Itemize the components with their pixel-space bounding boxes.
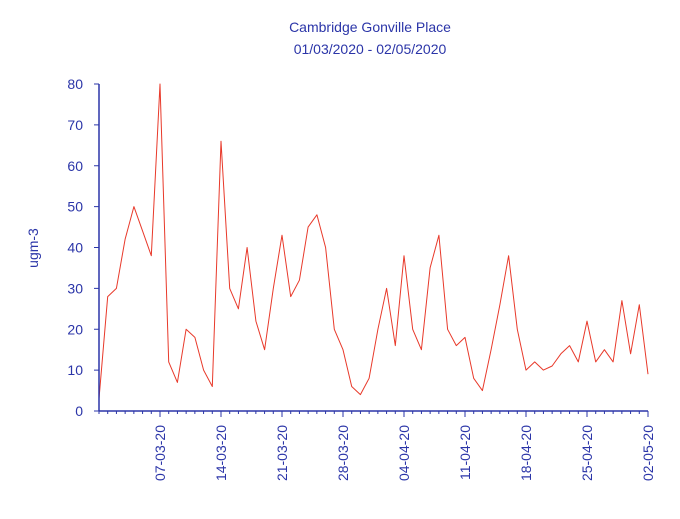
x-tick-label: 04-04-20 xyxy=(396,425,412,481)
y-tick-label: 60 xyxy=(67,158,83,174)
x-tick-label: 21-03-20 xyxy=(274,425,290,481)
y-tick-label: 20 xyxy=(67,321,83,337)
x-tick-label: 11-04-20 xyxy=(457,425,473,480)
y-axis-label: ugm-3 xyxy=(25,228,41,268)
y-tick-label: 80 xyxy=(67,76,83,92)
y-tick-label: 50 xyxy=(67,199,83,215)
y-tick-label: 10 xyxy=(67,362,83,378)
y-tick-label: 70 xyxy=(67,117,83,133)
series-line xyxy=(99,84,648,399)
x-tick-label: 28-03-20 xyxy=(335,425,351,481)
x-tick-label: 07-03-20 xyxy=(152,425,168,481)
y-tick-label: 40 xyxy=(67,240,83,256)
y-tick-label: 0 xyxy=(75,403,83,419)
y-tick-label: 30 xyxy=(67,280,83,296)
x-tick-label: 18-04-20 xyxy=(518,425,534,481)
x-tick-label: 14-03-20 xyxy=(213,425,229,481)
x-tick-label: 02-05-20 xyxy=(640,425,656,481)
x-axis-ticks: 07-03-20 14-03-20 21-03-20 28-03-20 04-04-20… xyxy=(99,411,656,481)
y-axis-ticks: 0 10 20 30 40 50 60 70 80 xyxy=(67,76,99,419)
chart-subtitle: 01/03/2020 - 02/05/2020 xyxy=(294,41,447,57)
chart-title: Cambridge Gonville Place xyxy=(289,19,451,35)
x-tick-label: 25-04-20 xyxy=(579,425,595,481)
